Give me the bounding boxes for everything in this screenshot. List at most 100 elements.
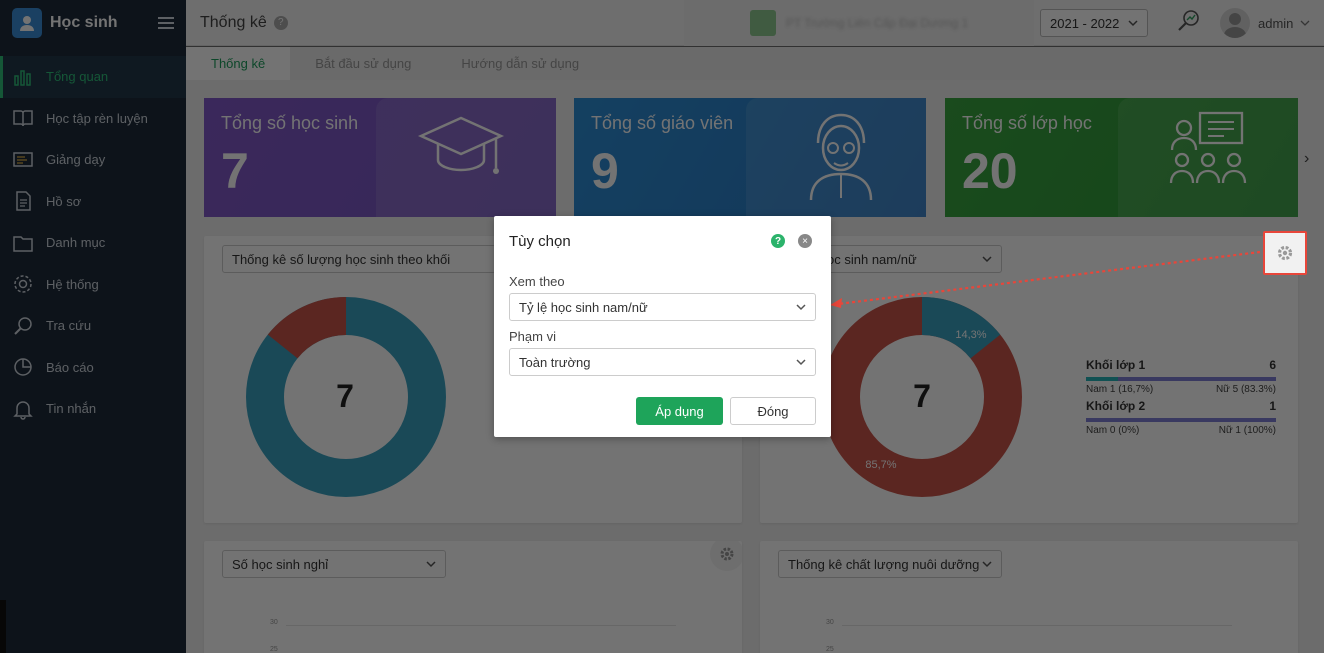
search-icon [12,315,34,337]
chevron-down-icon [1300,20,1310,26]
sidebar-item-study[interactable]: Học tập rèn luyện [0,98,186,140]
classroom-icon [1169,111,1247,184]
legend-bar [1086,377,1276,381]
stat-value: 9 [591,143,619,199]
sidebar-item-label: Tin nhắn [46,401,97,417]
stat-card-classes[interactable]: Tổng số lớp học 20 [945,98,1298,217]
close-icon[interactable]: × [798,234,812,248]
male-percent-label: 14,3% [955,329,986,341]
avatar [1220,8,1250,38]
select-value: Tỷ lệ học sinh nam/nữ [519,299,648,315]
tab-getting-started[interactable]: Bắt đầu sử dụng [315,56,412,71]
sidebar-item-label: Tra cứu [46,318,92,334]
sidebar-item-label: Hệ thống [46,276,99,292]
sidebar-item-label: Báo cáo [46,359,94,375]
gear-icon [720,547,734,561]
scope-label: Phạm vi [509,329,556,344]
nutrition-chart-select[interactable]: Thống kê chất lượng nuôi dưỡng [778,550,1002,578]
chart-bars-icon [12,66,34,88]
sidebar-brand: Học sinh [0,0,186,46]
select-value: Thống kê số lượng học sinh theo khối [232,251,451,267]
school-selector[interactable]: PT Trường Liên Cấp Đại Dương 1 [684,0,1034,46]
y-tick: 25 [826,646,834,653]
stat-card-students[interactable]: Tổng số học sinh 7 [204,98,556,217]
legend-name: Khối lớp 2 [1086,399,1146,413]
sidebar-title: Học sinh [50,14,118,31]
legend-count: 6 [1269,358,1276,372]
user-name: admin [1258,15,1294,31]
view-by-select[interactable]: Tỷ lệ học sinh nam/nữ [509,293,816,321]
sidebar-item-records[interactable]: Hồ sơ [0,181,186,223]
sidebar-item-label: Học tập rèn luyện [46,110,148,126]
board-icon [12,149,34,171]
select-value: Thống kê chất lượng nuôi dưỡng [788,556,980,572]
graduation-cap-icon [417,116,505,174]
school-year-select[interactable]: 2021 - 2022 [1040,9,1148,37]
tab-user-guide[interactable]: Hướng dẫn sử dụng [461,56,580,71]
gender-settings-button[interactable] [1263,231,1307,275]
tab-bar: Thống kê Bắt đầu sử dụng Hướng dẫn sử dụ… [186,47,1324,80]
view-by-label: Xem theo [509,274,565,289]
sidebar-item-label: Tổng quan [46,69,109,85]
chevron-down-icon [796,304,806,311]
stat-label: Tổng số học sinh [221,113,359,133]
gridline [286,625,676,626]
chevron-down-icon [796,359,806,366]
menu-toggle-icon[interactable] [158,14,174,32]
chevron-down-icon [1128,20,1138,27]
sidebar-item-messages[interactable]: Tin nhắn [0,388,186,430]
legend-bar [1086,418,1276,422]
dialog-title: Tùy chọn [509,233,571,250]
y-tick: 30 [270,619,278,626]
top-header: Thống kê ? PT Trường Liên Cấp Đại Dương … [186,0,1324,46]
magnifier-tool-icon[interactable] [1174,8,1202,36]
sidebar-item-system[interactable]: Hệ thống [0,264,186,306]
folder-icon [12,232,34,254]
options-dialog: Tùy chọn ? × Xem theo Tỷ lệ học sinh nam… [494,216,831,437]
sidebar-item-label: Hồ sơ [46,193,82,209]
sidebar: Học sinh Tổng quan Học tập rèn luyện Giả… [0,0,186,653]
book-icon [12,107,34,129]
select-value: Số học sinh nghỉ [232,556,329,572]
help-icon[interactable]: ? [771,234,785,248]
school-logo-icon [750,10,776,36]
legend-male: Nam 0 (0%) [1086,425,1140,436]
stat-card-teachers[interactable]: Tổng số giáo viên 9 [574,98,926,217]
legend-name: Khối lớp 1 [1086,358,1146,372]
document-icon [12,190,34,212]
window-edge [0,600,6,653]
absence-chart-select[interactable]: Số học sinh nghỉ [222,550,446,578]
sidebar-item-teaching[interactable]: Giảng dạy [0,139,186,181]
stat-value: 20 [962,143,1018,199]
teacher-icon [809,113,873,201]
scope-select[interactable]: Toàn trường [509,348,816,376]
gridline [842,625,1232,626]
close-button[interactable]: Đóng [730,397,816,425]
sidebar-item-overview[interactable]: Tổng quan [0,56,186,98]
bell-icon [12,398,34,420]
chevron-down-icon [426,561,436,568]
help-icon[interactable]: ? [273,15,288,30]
sidebar-item-label: Giảng dạy [46,152,106,168]
donut-total: 7 [336,378,354,414]
female-percent-label: 85,7% [865,459,896,471]
chevron-right-icon[interactable]: › [1304,150,1310,167]
sidebar-menu: Tổng quan Học tập rèn luyện Giảng dạy Hồ… [0,56,186,430]
chevron-down-icon [982,561,992,568]
tab-statistics[interactable]: Thống kê [186,47,291,80]
y-tick: 25 [270,646,278,653]
legend-bar-male [1086,377,1118,381]
absence-settings-button[interactable] [710,541,742,571]
grade-chart-select[interactable]: Thống kê số lượng học sinh theo khối [222,245,496,273]
apply-button[interactable]: Áp dụng [636,397,723,425]
sidebar-item-reports[interactable]: Báo cáo [0,347,186,389]
pie-icon [12,356,34,378]
gear-icon [1277,245,1293,261]
user-menu[interactable]: admin [1220,8,1310,38]
page-title: Thống kê [200,13,267,31]
sidebar-item-lookup[interactable]: Tra cứu [0,305,186,347]
legend-male: Nam 1 (16,7%) [1086,384,1154,395]
sidebar-item-catalog[interactable]: Danh mục [0,222,186,264]
y-tick: 30 [826,619,834,626]
school-year-value: 2021 - 2022 [1050,15,1120,31]
